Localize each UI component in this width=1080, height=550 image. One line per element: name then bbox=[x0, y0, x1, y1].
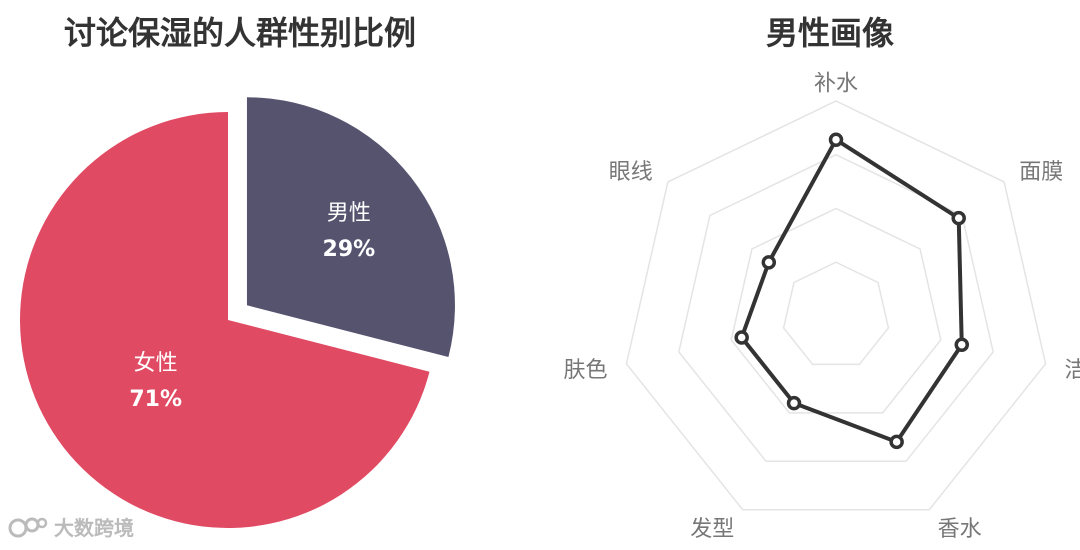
pie-slice-label: 女性 bbox=[134, 351, 178, 376]
watermark-text: 大数跨境 bbox=[54, 516, 134, 540]
pie-slice bbox=[20, 112, 430, 528]
radar-grid-ring bbox=[730, 207, 942, 414]
radar-data-point bbox=[889, 434, 904, 450]
pie-chart: 男性 29% 女性 71% bbox=[20, 97, 455, 528]
radar-axis-label: 香水 bbox=[938, 517, 982, 542]
radar-data-point bbox=[761, 255, 777, 270]
radar-axis-label: 肤色 bbox=[564, 358, 608, 383]
radar-grid-ring bbox=[625, 100, 1047, 511]
radar-data-point bbox=[951, 210, 966, 226]
radar-axis-label: 面膜 bbox=[1019, 160, 1063, 185]
radar-data-point bbox=[954, 337, 970, 352]
radar-series-line bbox=[739, 137, 964, 444]
brand-logo-icon bbox=[8, 517, 48, 537]
radar-axis-label: 眼线 bbox=[609, 160, 653, 185]
radar-chart-title: 男性画像 bbox=[765, 14, 894, 52]
radar-data-point bbox=[828, 132, 844, 147]
radar-axis-label: 补水 bbox=[814, 72, 858, 97]
radar-axis-label: 发型 bbox=[690, 517, 734, 542]
pie-slice-value-label: 71% bbox=[129, 387, 182, 412]
radar-grid-ring bbox=[782, 261, 890, 366]
watermark: 大数跨境 bbox=[8, 512, 134, 541]
radar-grid-ring bbox=[677, 153, 995, 463]
pie-slice-value-label: 29% bbox=[323, 237, 376, 262]
pie-slice bbox=[246, 97, 455, 358]
pie-chart-title: 讨论保湿的人群性别比例 bbox=[63, 14, 416, 52]
pie-slice-label: 男性 bbox=[327, 201, 371, 226]
radar-data-point bbox=[734, 330, 749, 345]
radar-data-point bbox=[786, 395, 802, 411]
radar-axis-label: 洁面 bbox=[1064, 358, 1080, 383]
